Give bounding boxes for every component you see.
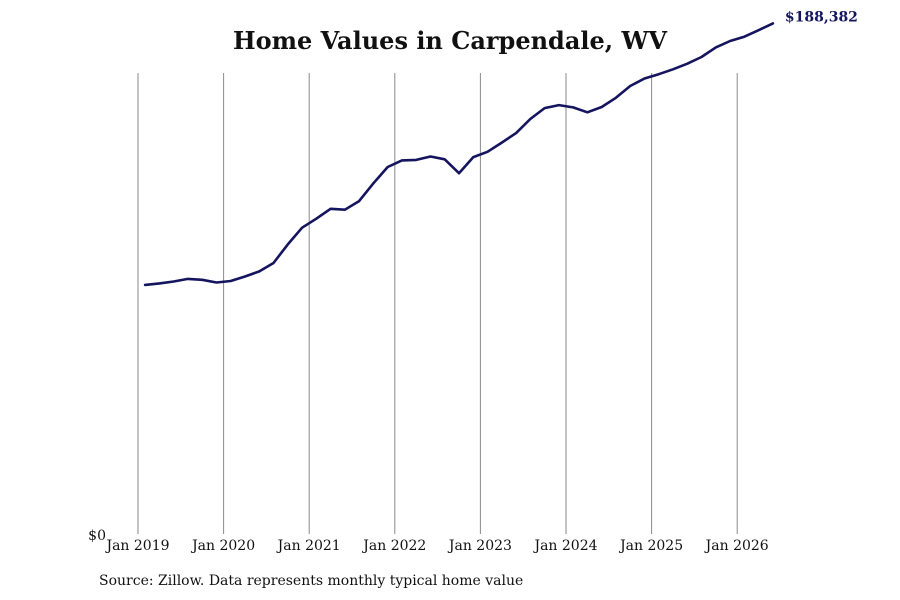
- x-tick-label: Jan 2019: [104, 538, 169, 554]
- source-note: Source: Zillow. Data represents monthly …: [99, 573, 524, 589]
- series-layer: [143, 22, 775, 287]
- x-axis-ticks: Jan 2019 Jan 2020 Jan 2021 Jan 2022 Jan 2023…: [104, 538, 768, 554]
- gridlines: [137, 73, 738, 534]
- x-tick-label: Jan 2026: [704, 538, 769, 554]
- x-tick-label: Jan 2020: [190, 538, 255, 554]
- y-tick-label: $0: [88, 528, 106, 544]
- series-line: [143, 22, 775, 287]
- x-tick-label: Jan 2023: [447, 538, 512, 554]
- chart-title: Home Values in Carpendale, WV: [232, 26, 668, 55]
- x-tick-label: Jan 2024: [532, 538, 597, 554]
- label-layer: $188,382: [785, 9, 858, 25]
- end-value-label: $188,382: [785, 9, 858, 25]
- x-tick-label: Jan 2025: [618, 538, 683, 554]
- x-tick-label: Jan 2021: [276, 538, 341, 554]
- y-axis-ticks: $0: [88, 528, 106, 544]
- x-tick-label: Jan 2022: [361, 538, 426, 554]
